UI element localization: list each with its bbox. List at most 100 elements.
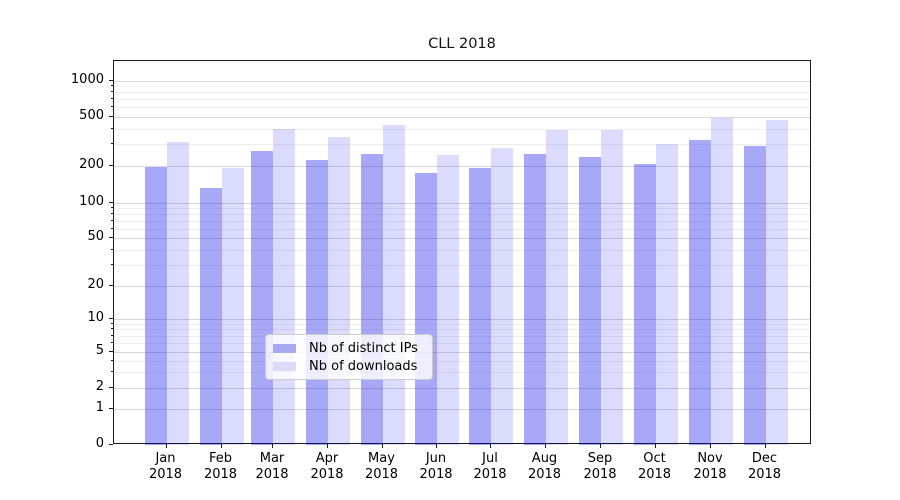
- bar-distinct-ips: [579, 157, 601, 445]
- y-axis-minor-tick: [111, 127, 113, 129]
- y-axis-tick-label: 20: [87, 277, 104, 292]
- y-axis-minor-tick: [111, 322, 113, 324]
- y-axis-minor-tick: [111, 248, 113, 250]
- y-axis-tick: [109, 387, 113, 388]
- gridline-minor: [114, 323, 810, 325]
- y-axis-minor-tick: [111, 84, 113, 86]
- y-axis-minor-tick: [111, 359, 113, 361]
- bar-distinct-ips: [251, 150, 273, 445]
- gridline-minor: [114, 99, 810, 101]
- gridline-minor: [114, 360, 810, 362]
- y-axis-tick-label: 10: [87, 309, 104, 325]
- y-axis-minor-tick: [111, 334, 113, 336]
- x-axis-tick-label-year: 2018: [583, 467, 617, 482]
- bar-distinct-ips: [360, 154, 383, 445]
- bar-downloads: [328, 137, 350, 445]
- legend-item-downloads: Nb of downloads: [273, 357, 424, 375]
- gridline-minor: [114, 207, 810, 209]
- bar-downloads: [765, 120, 788, 445]
- gridline-major: [114, 238, 810, 239]
- x-axis-tick-label: Feb 2018: [191, 451, 251, 483]
- y-axis-tick-label: 100: [79, 193, 104, 209]
- x-axis-tick-label: Aug 2018: [515, 451, 575, 483]
- x-axis-tick: [654, 444, 656, 448]
- x-axis-tick: [165, 444, 167, 448]
- y-axis-minor-tick: [111, 219, 113, 221]
- y-axis-tick: [109, 317, 113, 319]
- y-axis-minor-tick: [111, 371, 113, 373]
- gridline-major: [114, 80, 810, 82]
- bar-distinct-ips: [689, 140, 711, 445]
- legend-label-distinct-ips: Nb of distinct IPs: [309, 340, 418, 356]
- y-axis-minor-tick: [111, 106, 113, 108]
- x-axis-tick-label-year: 2018: [637, 467, 672, 482]
- y-axis-tick: [109, 444, 113, 445]
- y-axis-tick-label: 0: [95, 436, 104, 451]
- gridline-minor: [114, 372, 810, 374]
- x-axis-tick: [710, 444, 711, 448]
- legend-swatch-downloads: [273, 361, 296, 371]
- y-axis-tick-label: 50: [87, 229, 104, 244]
- x-axis-tick-label-year: 2018: [693, 467, 727, 482]
- gridline-major: [114, 166, 810, 167]
- y-axis-tick-label: 200: [79, 157, 104, 172]
- gridline-minor: [114, 107, 810, 109]
- bar-downloads: [601, 130, 623, 445]
- x-axis-tick: [764, 444, 766, 448]
- x-axis-tick-label-year: 2018: [310, 467, 344, 482]
- gridline-major: [114, 202, 810, 204]
- y-axis-tick-label: 2: [95, 379, 104, 394]
- gridline-minor: [114, 228, 810, 230]
- bar-downloads: [711, 117, 733, 445]
- x-axis-tick-label: Apr 2018: [297, 451, 357, 483]
- x-axis-tick-label: Dec 2018: [735, 451, 795, 483]
- x-axis-tick-label: May 2018: [352, 451, 412, 483]
- x-axis-tick-label: Nov 2018: [680, 451, 740, 483]
- gridline-minor: [114, 220, 810, 222]
- x-axis-tick-label-year: 2018: [473, 467, 507, 482]
- gridline-minor: [114, 335, 810, 337]
- bar-distinct-ips: [743, 146, 766, 445]
- gridline-major: [114, 388, 810, 389]
- bar-distinct-ips: [144, 167, 167, 445]
- x-axis-tick-label: Jul 2018: [460, 451, 520, 483]
- gridline-minor: [114, 85, 810, 87]
- y-axis-minor-tick: [111, 212, 113, 214]
- bar-downloads: [655, 143, 678, 445]
- bar-downloads: [382, 125, 405, 445]
- legend-item-distinct-ips: Nb of distinct IPs: [273, 339, 424, 357]
- x-axis-tick: [544, 444, 546, 448]
- x-axis-tick-label: Mar 2018: [242, 451, 302, 483]
- legend-label-downloads: Nb of downloads: [309, 358, 418, 374]
- gridline-minor: [114, 264, 810, 266]
- gridline-major: [114, 409, 810, 410]
- bar-distinct-ips: [469, 167, 491, 445]
- bar-downloads: [491, 148, 513, 445]
- x-axis-tick-label-year: 2018: [419, 467, 453, 482]
- chart-title: CLL 2018: [428, 36, 496, 52]
- y-axis-minor-tick: [111, 143, 113, 145]
- x-axis-tick-label-year: 2018: [747, 467, 782, 482]
- y-axis-tick: [109, 351, 113, 352]
- y-axis-tick-label: 500: [79, 107, 104, 123]
- y-axis-minor-tick: [111, 98, 113, 100]
- gridline-minor: [114, 213, 810, 215]
- gridline-minor: [114, 249, 810, 251]
- bar-distinct-ips: [633, 163, 656, 445]
- x-axis-tick-label: Oct 2018: [625, 451, 685, 483]
- x-axis-tick: [220, 444, 222, 448]
- x-axis-tick: [327, 444, 328, 448]
- y-axis-tick: [109, 285, 113, 286]
- x-axis-tick-label-year: 2018: [148, 467, 183, 482]
- gridline-minor: [114, 128, 810, 130]
- bar-distinct-ips: [306, 160, 328, 445]
- bar-downloads: [273, 128, 295, 445]
- y-axis-tick: [109, 115, 113, 117]
- bar-downloads: [166, 142, 189, 445]
- bar-downloads: [221, 168, 244, 445]
- y-axis-tick-label: 1000: [70, 71, 104, 87]
- bar-downloads: [437, 155, 459, 445]
- gridline-major: [114, 318, 810, 320]
- x-axis-tick-label-year: 2018: [203, 467, 238, 482]
